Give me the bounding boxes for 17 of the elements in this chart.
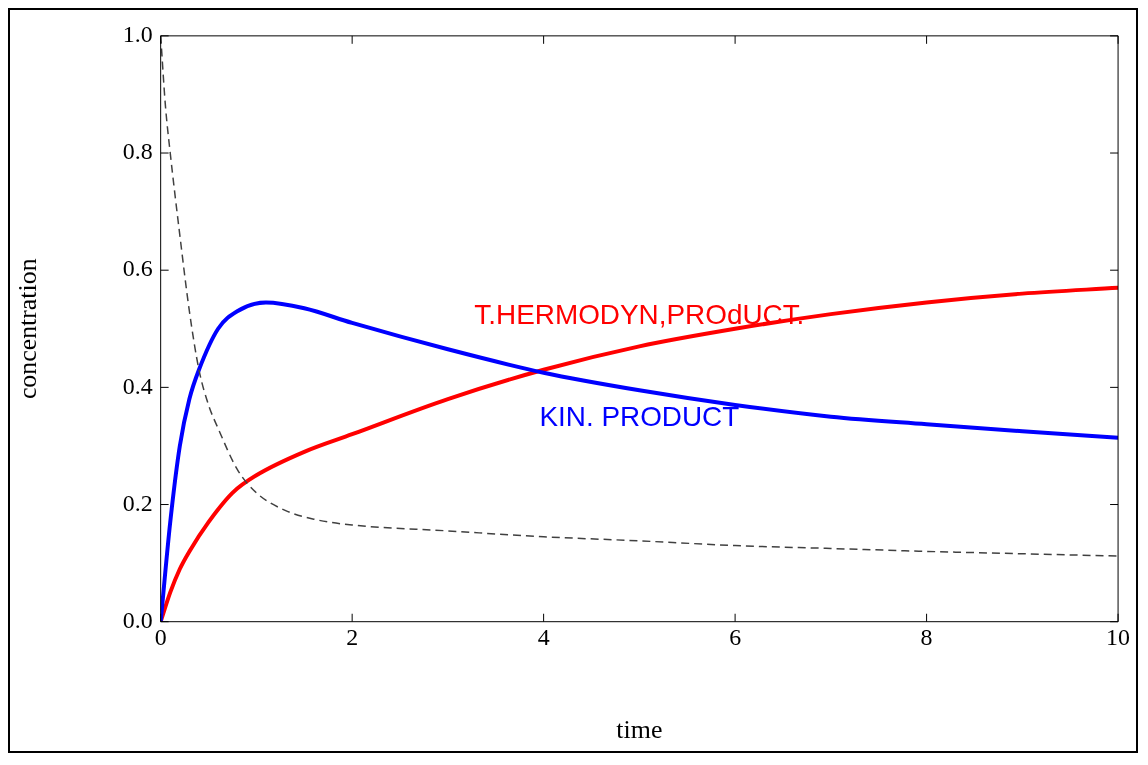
y-tick-label: 0.2 [122,489,153,516]
y-tick-label: 1.0 [122,21,153,48]
x-tick-label: 10 [1106,624,1131,651]
x-tick-label: 6 [729,624,742,651]
x-tick-label: 4 [537,624,550,651]
series-label: KIN. PRODUCT [539,400,740,432]
x-tick-label: 8 [920,624,933,651]
x-axis-title: time [616,715,663,745]
series-label: T.HERMODYN,PROdUCT. [474,299,805,331]
y-tick-label: 0.6 [122,255,153,282]
y-tick-label: 0.0 [122,606,153,633]
y-axis-title: concentration [13,258,43,400]
x-tick-label: 2 [346,624,359,651]
y-tick-label: 0.4 [122,372,153,399]
line-series [160,35,1119,557]
x-tick-label: 0 [154,624,167,651]
y-tick-label: 0.8 [122,138,153,165]
